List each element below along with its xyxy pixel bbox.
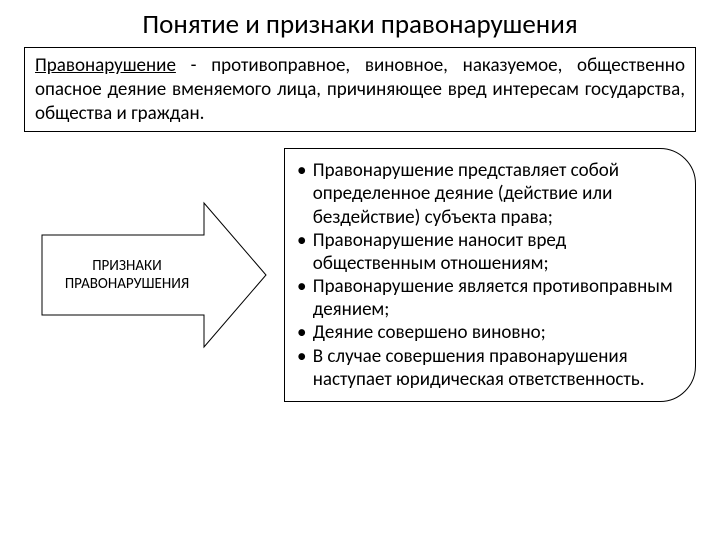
bullet-icon: • [297, 229, 311, 275]
bullet-text: Правонарушение наносит вред общественным… [313, 229, 677, 275]
page-title: Понятие и признаки правонарушения [0, 0, 720, 47]
definition-term: Правонарушение [35, 54, 176, 77]
arrow-label-line2: ПРАВОНАРУШЕНИЯ [42, 275, 212, 293]
list-item: • Деяние совершено виновно; [297, 321, 677, 344]
arrow-label: ПРИЗНАКИ ПРАВОНАРУШЕНИЯ [42, 257, 212, 293]
content-row: ПРИЗНАКИ ПРАВОНАРУШЕНИЯ • Правонарушение… [0, 148, 720, 402]
list-item: • Правонарушение наносит вред общественн… [297, 229, 677, 275]
bullet-text: Деяние совершено виновно; [313, 321, 677, 344]
bullet-text: Правонарушение представляет собой опреде… [313, 159, 677, 229]
definition-box: Правонарушение - противоправное, виновно… [24, 47, 696, 132]
list-item: • В случае совершения правонарушения нас… [297, 345, 677, 391]
list-item: • Правонарушение представляет собой опре… [297, 159, 677, 229]
arrow-block: ПРИЗНАКИ ПРАВОНАРУШЕНИЯ [24, 195, 284, 355]
list-item: • Правонарушение является противоправным… [297, 275, 677, 321]
bullet-icon: • [297, 321, 311, 344]
bullet-icon: • [297, 275, 311, 321]
bullet-icon: • [297, 345, 311, 391]
bullet-text: В случае совершения правонарушения насту… [313, 345, 677, 391]
bullet-text: Правонарушение является противоправным д… [313, 275, 677, 321]
features-box: • Правонарушение представляет собой опре… [284, 148, 696, 402]
arrow-label-line1: ПРИЗНАКИ [42, 257, 212, 275]
bullet-icon: • [297, 159, 311, 229]
